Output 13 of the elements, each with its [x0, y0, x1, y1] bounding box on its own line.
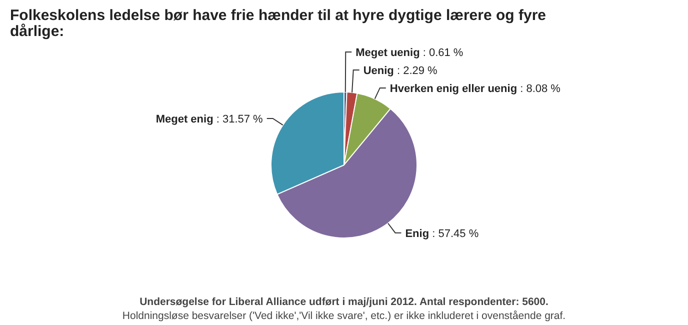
data-label: : 0.61 % [422, 46, 464, 59]
data-label: : 57.45 % [432, 228, 479, 240]
text: Undersøgelse for Liberal Alliance udført i maj/juni 2012. Antal respondenter: 5600. [140, 296, 548, 308]
data-label: : 8.08 % [520, 82, 561, 95]
slice-label: Meget uenig [356, 46, 420, 59]
data-label: : 31.57 % [216, 113, 264, 126]
slice-label: Enig [405, 228, 430, 240]
data-label: : 2.29 % [396, 64, 438, 77]
chart-title: Folkeskolens ledelse bør have frie hænder til at hyre dygtige lærere og fyre dårlige: [10, 7, 546, 40]
text: Holdningsløse besvarelser ('Ved ikke','Vil ikke svare', etc.) er ikke inkluderet i ovenstående graf. [122, 310, 566, 322]
slice-label: Hverken enig eller uenig [390, 82, 518, 95]
slice-label: Meget enig [156, 113, 214, 126]
slice-label: Uenig [363, 64, 394, 77]
